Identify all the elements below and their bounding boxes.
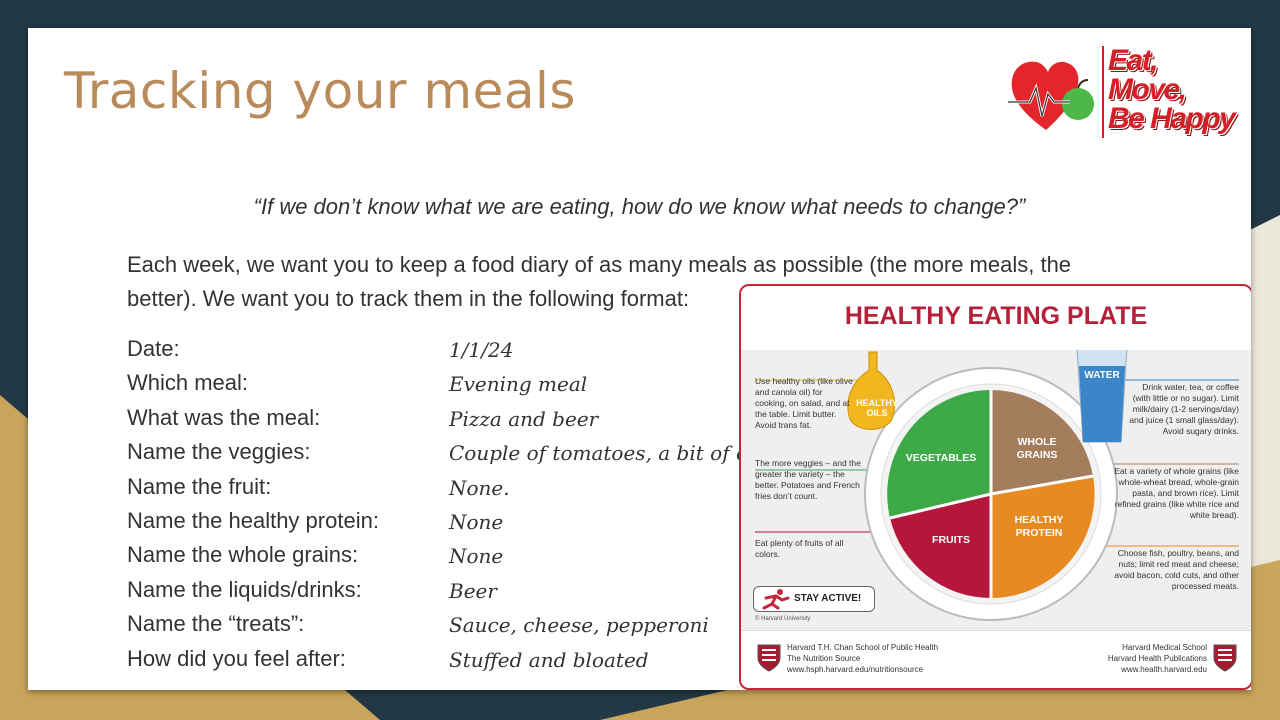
diary-value: Stuffed and bloated [449, 647, 649, 672]
diary-label: How did you feel after: [127, 645, 346, 671]
logo-line-1: Eat, [1108, 44, 1159, 77]
footer-left-line-1: Harvard T.H. Chan School of Public Healt… [787, 643, 939, 652]
protein-segment [991, 476, 1095, 598]
oils-label: HEALTHY OILS [856, 398, 898, 418]
intro-paragraph: Each week, we want you to keep a food di… [127, 252, 1072, 311]
footer-divider [741, 630, 1251, 631]
fruits-label: FRUITS [932, 534, 970, 546]
oil-bottle-icon [847, 351, 895, 430]
footer-right: Harvard Medical School Harvard Health Pu… [1071, 642, 1207, 675]
diary-value: None [449, 544, 504, 569]
diary-label: Name the fruit: [127, 473, 272, 499]
eat-move-be-happy-logo: Eat, Move, Be Happy [1008, 42, 1248, 142]
plate-body: HEALTHY OILS WATER VEGETABLES WHOLE GRAI… [741, 350, 1251, 630]
harvard-shield-icon [757, 644, 781, 672]
fruits-note: Eat plenty of fruits of all colors. [755, 538, 844, 559]
grains-note: Eat a variety of whole grains (like whol… [1114, 466, 1239, 520]
protein-note: Choose fish, poultry, beans, and nuts; l… [1114, 548, 1239, 591]
copyright: © Harvard University [755, 616, 811, 622]
healthy-eating-plate-image: HEALTHY EATING PLATE [739, 284, 1251, 690]
veggies-note: The more veggies – and the greater the v… [755, 458, 861, 501]
oils-note: Use healthy oils (like olive and canola … [755, 376, 853, 430]
footer-left-line-3: www.hsph.harvard.edu/nutritionsource [787, 665, 924, 674]
footer-right-line-1: Harvard Medical School [1122, 643, 1207, 652]
heart-apple-icon [1008, 61, 1094, 130]
diary-label: Name the whole grains: [127, 542, 359, 568]
slide: Tracking your meals Eat, Move, Be Happy … [28, 28, 1251, 690]
harvard-medical-shield-icon [1213, 644, 1237, 672]
water-note: Drink water, tea, or coffee (with little… [1129, 382, 1239, 436]
diary-value: 1/1/24 [449, 338, 514, 362]
whole-grains-label: WHOLE GRAINS [1016, 436, 1058, 461]
slide-title: Tracking your meals [64, 62, 576, 120]
logo-line-3: Be Happy [1108, 102, 1236, 135]
vegetables-label: VEGETABLES [905, 452, 977, 464]
diary-value: None. [449, 475, 510, 500]
diary-label: Date: [127, 336, 180, 361]
diary-label: Name the “treats”: [127, 611, 305, 637]
whole-grains-segment [991, 390, 1093, 494]
water-label: WATER [1084, 370, 1120, 381]
diary-value: Sauce, cheese, pepperoni [449, 613, 709, 638]
diary-value: Beer [449, 578, 497, 603]
diary-label: Name the liquids/drinks: [127, 576, 362, 602]
protein-label: HEALTHY PROTEIN [1014, 514, 1064, 539]
running-person-icon [762, 589, 790, 610]
diary-value: Evening meal [449, 372, 588, 397]
footer-right-line-3: www.health.harvard.edu [1121, 665, 1207, 674]
diary-label: Which meal: [127, 370, 249, 396]
footer-left: Harvard T.H. Chan School of Public Healt… [787, 642, 938, 675]
plate-graphic [755, 350, 1239, 621]
stay-active-badge: STAY ACTIVE! [753, 586, 875, 612]
logo-line-2: Move, [1108, 73, 1187, 106]
quote: “If we don’t know what we are eating, ho… [253, 194, 1026, 219]
logo-divider [1102, 46, 1104, 138]
vegetables-segment [887, 390, 991, 518]
stay-active-label: STAY ACTIVE! [794, 593, 862, 604]
diary-label: Name the veggies: [127, 439, 311, 465]
footer-left-line-2: The Nutrition Source [787, 654, 861, 663]
plate-title: HEALTHY EATING PLATE [844, 302, 1148, 330]
logo-text: Eat, Move, Be Happy [1108, 44, 1236, 135]
footer-right-line-2: Harvard Health Publications [1107, 654, 1207, 663]
diary-label: Name the healthy protein: [127, 507, 379, 533]
diary-label: What was the meal: [127, 404, 321, 430]
diary-value: None [449, 509, 504, 534]
diary-value: Pizza and beer [449, 406, 599, 431]
fruits-segment [890, 494, 991, 598]
